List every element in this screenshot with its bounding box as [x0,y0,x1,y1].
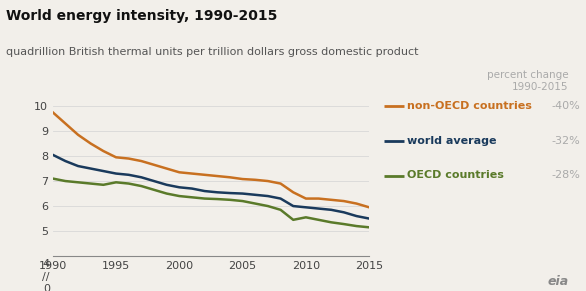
Text: OECD countries: OECD countries [407,171,504,180]
Text: 0: 0 [43,284,50,291]
Text: //: // [42,272,50,282]
Text: -32%: -32% [551,136,580,146]
Text: non-OECD countries: non-OECD countries [407,101,532,111]
Text: 4: 4 [43,259,50,269]
Text: eia: eia [547,275,568,288]
Text: percent change
1990-2015: percent change 1990-2015 [487,70,568,92]
Text: -40%: -40% [551,101,580,111]
Text: quadrillion British thermal units per trillion dollars gross domestic product: quadrillion British thermal units per tr… [6,47,418,56]
Text: -28%: -28% [551,171,580,180]
Text: World energy intensity, 1990-2015: World energy intensity, 1990-2015 [6,9,277,23]
Text: world average: world average [407,136,497,146]
